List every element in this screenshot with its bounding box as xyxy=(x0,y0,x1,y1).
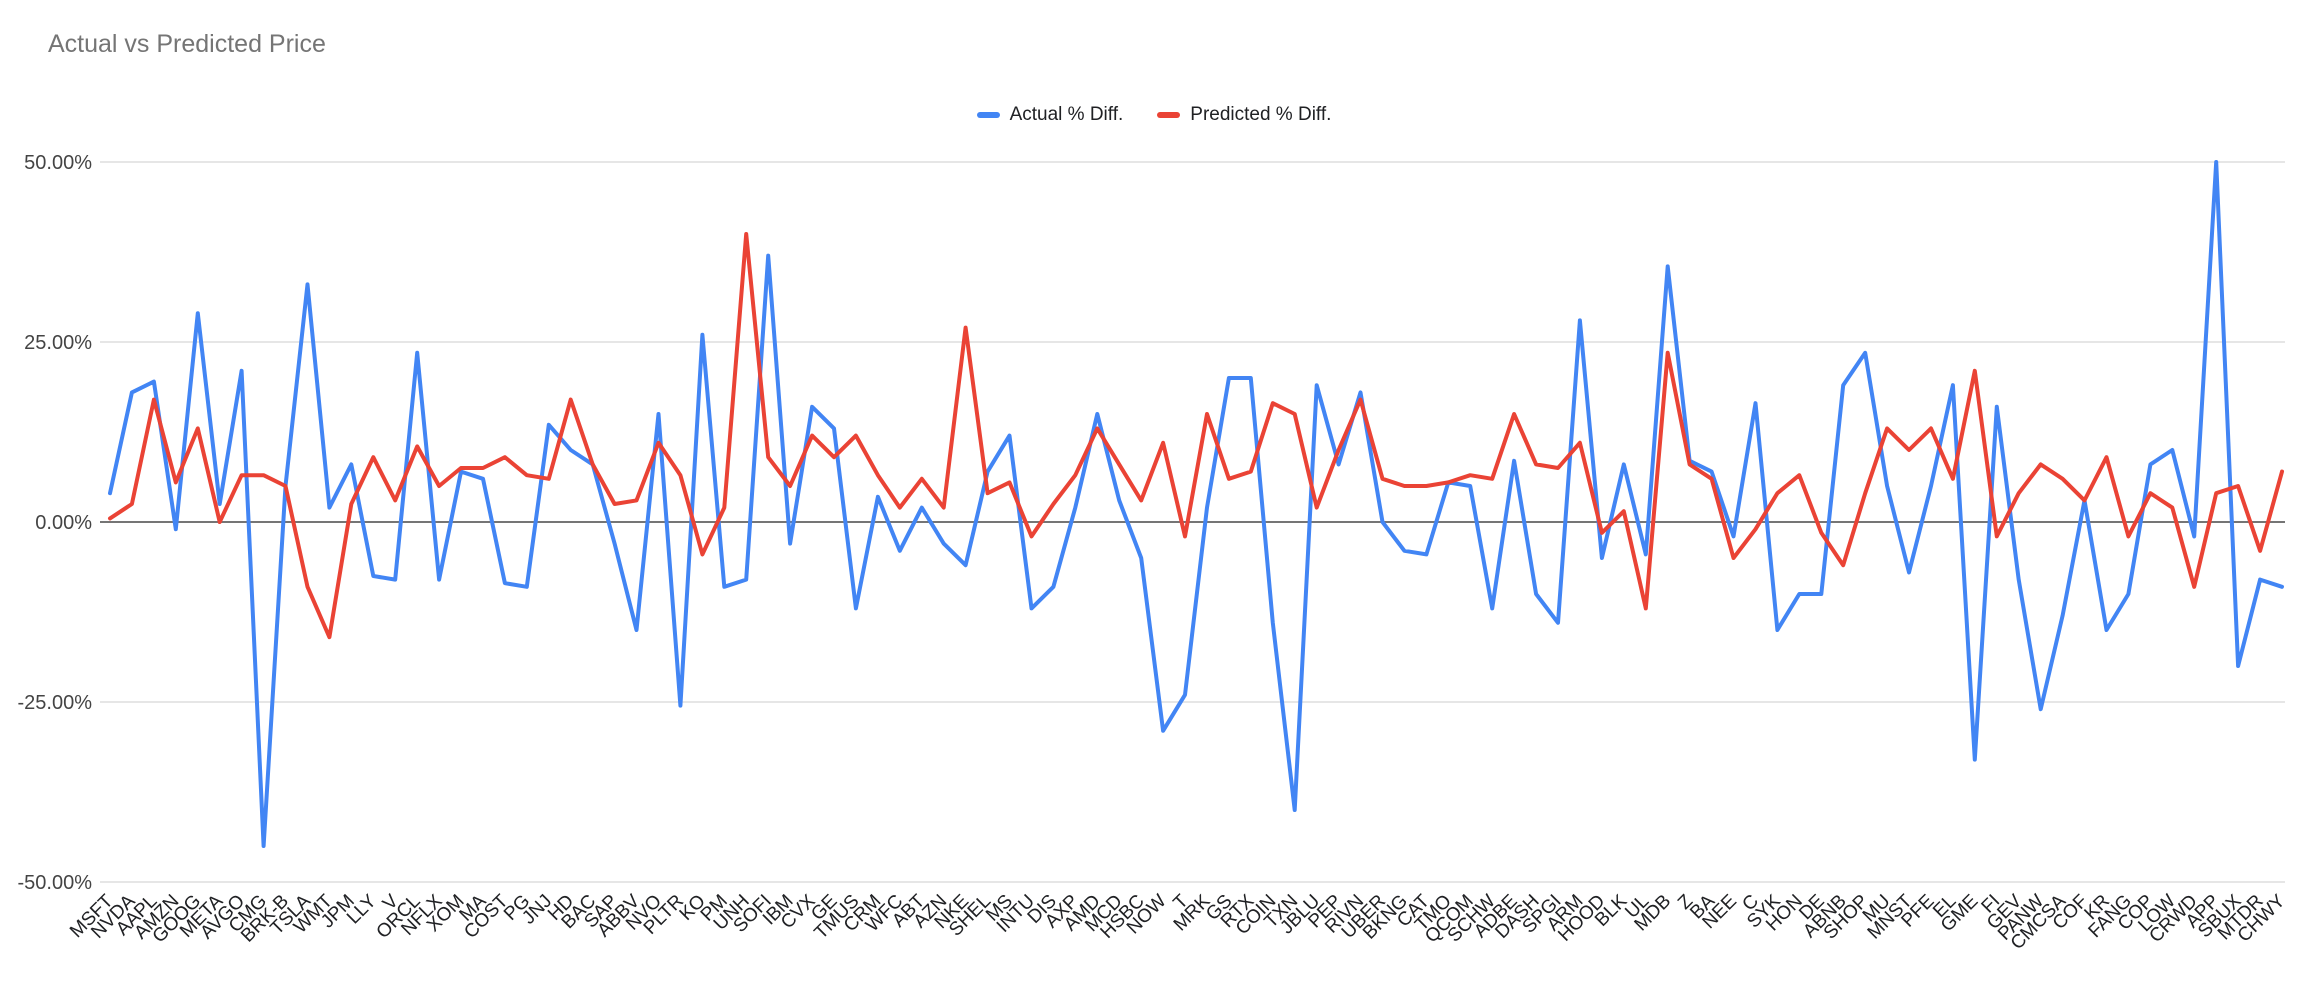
legend-item-actual[interactable]: Actual % Diff. xyxy=(976,104,1124,126)
chart-title: Actual vs Predicted Price xyxy=(48,30,326,58)
y-axis-tick-label: -50.00% xyxy=(18,872,93,894)
legend-item-predicted[interactable]: Predicted % Diff. xyxy=(1157,104,1331,126)
series-line-actual xyxy=(108,160,2284,848)
legend-swatch-actual-icon xyxy=(976,112,1000,118)
legend-label-actual: Actual % Diff. xyxy=(1009,104,1124,125)
chart-legend: Actual % Diff. Predicted % Diff. xyxy=(0,104,2308,126)
y-axis-tick-label: 25.00% xyxy=(24,332,92,354)
legend-label-predicted: Predicted % Diff. xyxy=(1190,104,1332,125)
series-line-predicted xyxy=(108,232,2284,640)
legend-swatch-predicted-icon xyxy=(1157,112,1181,118)
y-axis-tick-label: 50.00% xyxy=(24,152,92,174)
y-axis-tick-label: -25.00% xyxy=(18,692,93,714)
y-axis-tick-label: 0.00% xyxy=(35,512,92,534)
